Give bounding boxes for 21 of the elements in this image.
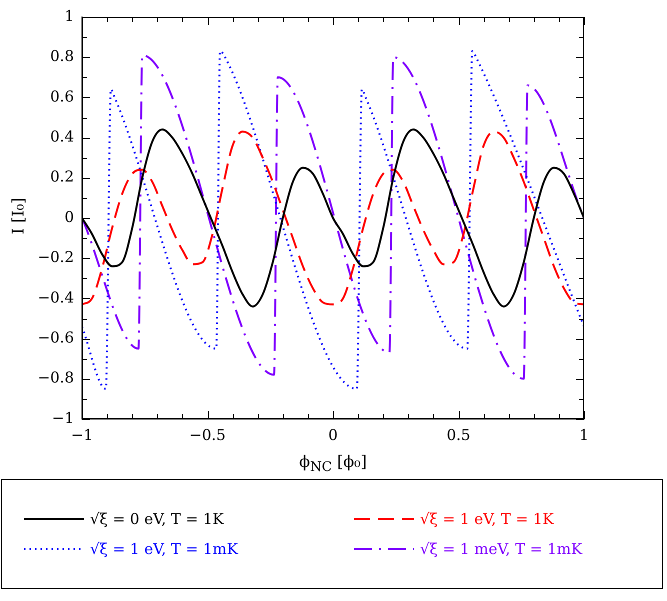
y-tick-label: 0.2 [50,168,74,186]
y-tick-label: −0.4 [38,288,74,306]
y-tick-label: −0.6 [38,328,74,346]
y-axis-title: I [I₀] [8,198,28,234]
x-tick-label: −0.5 [189,426,226,444]
y-tick-label: −0.8 [38,368,74,387]
legend-label: √ξ = 1 meV, T = 1mK [420,540,582,558]
y-tick-label: 0.4 [50,127,74,146]
y-tick-label: −0.2 [38,248,74,266]
y-tick-label: 0 [64,208,74,226]
y-tick-label: 0.6 [50,87,74,106]
y-tick-label: 1 [64,6,74,25]
legend-label: √ξ = 1 eV, T = 1K [420,510,554,528]
legend-label: √ξ = 1 eV, T = 1mK [90,540,238,558]
x-tick-label: 0 [328,426,338,444]
x-tick-label: 1 [579,426,589,444]
legend-label: √ξ = 0 eV, T = 1K [90,510,224,528]
y-tick-label: 0.8 [50,47,74,66]
y-tick-label: −1 [52,408,74,427]
x-axis-title: ϕ$_{NC}$ [ϕ₀] [299,452,367,476]
x-tick-label: 0.5 [446,426,470,444]
